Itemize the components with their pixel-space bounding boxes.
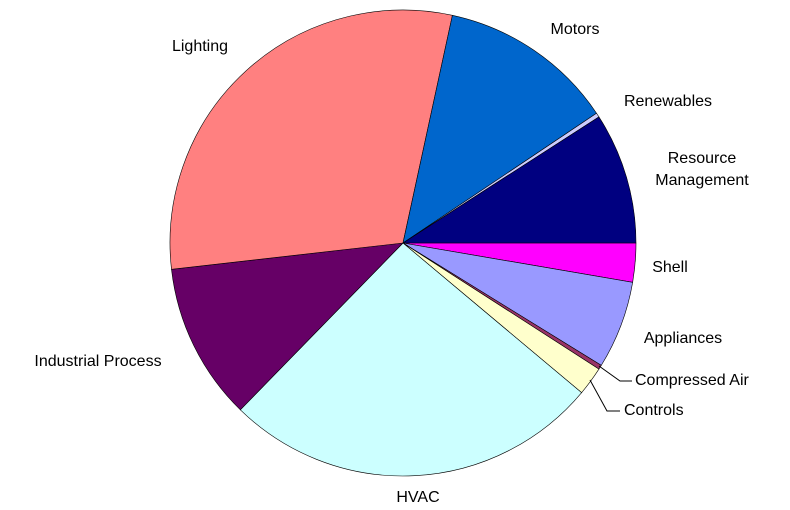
slice-label: Controls	[624, 402, 684, 419]
slice-label: Compressed Air	[635, 372, 749, 389]
slice-label: Motors	[550, 21, 600, 38]
leader-line	[598, 365, 632, 382]
slice-label: Lighting	[171, 38, 229, 55]
slice-label: Renewables	[623, 93, 713, 110]
pie-slice	[169, 9, 453, 270]
pie-slice	[402, 14, 597, 244]
pie-slice	[171, 242, 404, 411]
pie-slice	[401, 116, 637, 244]
slice-label: Shell	[652, 259, 688, 276]
slice-label: HVAC	[396, 489, 440, 506]
slice-label: Appliances	[643, 330, 723, 347]
pie-slice	[239, 242, 583, 477]
slice-label: Industrial Process	[34, 353, 162, 370]
slice-label: Resource Management	[655, 150, 749, 189]
leader-line	[589, 379, 620, 412]
